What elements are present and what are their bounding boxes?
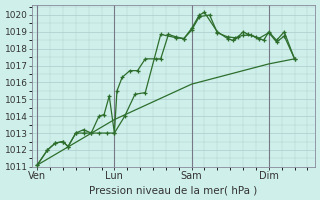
X-axis label: Pression niveau de la mer( hPa ): Pression niveau de la mer( hPa ): [90, 185, 258, 195]
